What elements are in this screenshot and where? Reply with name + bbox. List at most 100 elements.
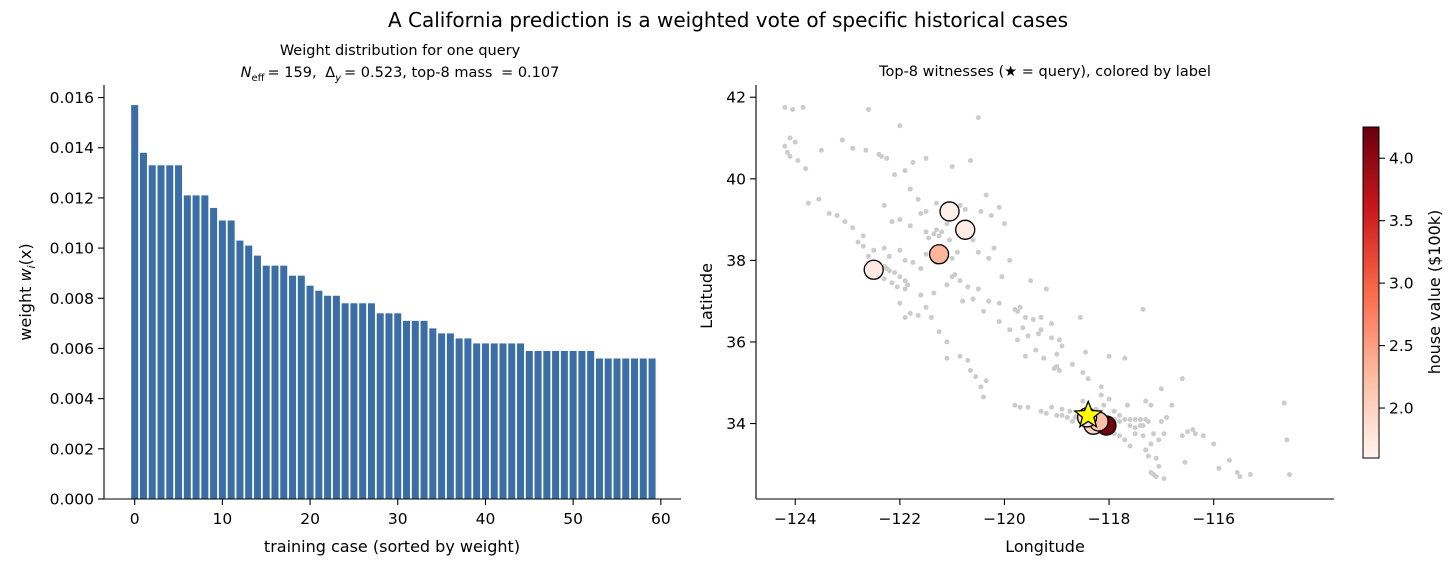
background-point	[1049, 335, 1055, 341]
bar-38	[464, 338, 472, 499]
bar-23	[332, 295, 340, 499]
background-point	[1038, 327, 1044, 333]
background-point	[978, 208, 984, 214]
bar-45	[525, 350, 533, 499]
bar-22	[324, 295, 332, 499]
background-point	[1284, 437, 1290, 443]
bar-6	[183, 195, 191, 499]
bar-40	[481, 343, 489, 499]
bar-27	[367, 303, 375, 499]
colorbar-ticks: 2.0 2.5 3.0 3.5 4.0	[1379, 150, 1414, 418]
bar-17	[280, 265, 288, 499]
bar-ytick-label: 0.016	[50, 89, 94, 107]
bar-54	[604, 358, 612, 499]
map-ytick-label: 36	[726, 333, 746, 351]
background-point	[1132, 425, 1138, 431]
colorbar: 2.0 2.5 3.0 3.5 4.0 house value ($100k)	[1362, 126, 1444, 459]
background-point	[981, 394, 987, 400]
background-point	[834, 213, 840, 219]
background-point	[860, 233, 866, 239]
background-point	[1001, 221, 1007, 227]
background-point	[902, 257, 908, 263]
background-point	[965, 357, 971, 363]
background-point	[787, 135, 793, 141]
bar-9	[210, 207, 218, 500]
bar-41	[490, 343, 498, 499]
background-point	[1117, 412, 1123, 418]
bar-10	[218, 220, 226, 499]
bar-47	[543, 350, 551, 499]
map-ytick-label: 34	[726, 415, 746, 433]
bar-xtick-label: 0	[130, 510, 140, 528]
map-scatter-panel: Top-8 witnesses (★ = query), colored by …	[697, 64, 1334, 556]
background-point	[795, 157, 801, 163]
background-point	[881, 202, 887, 208]
background-point	[918, 210, 924, 216]
background-point	[1020, 325, 1026, 331]
background-point	[1059, 343, 1065, 349]
background-point	[983, 192, 989, 198]
bar-28	[376, 313, 384, 499]
background-point	[957, 202, 963, 208]
background-point	[999, 274, 1005, 280]
background-point	[1281, 400, 1287, 406]
background-point	[800, 104, 806, 110]
bar-21	[315, 290, 323, 499]
background-point	[1237, 474, 1243, 480]
bar-xtick-label: 10	[213, 510, 233, 528]
background-point	[1117, 419, 1123, 425]
background-point	[918, 266, 924, 272]
map-chart-title: Top-8 witnesses (★ = query), colored by …	[878, 64, 1211, 80]
bar-chart-title: Weight distribution for one query	[280, 43, 521, 59]
witness-point-3	[863, 259, 884, 280]
background-point	[933, 227, 939, 233]
background-point	[1117, 433, 1123, 439]
bar-30	[394, 313, 402, 499]
background-point	[1038, 408, 1044, 414]
bar-ytick-label: 0.010	[50, 240, 94, 258]
background-point	[1049, 321, 1055, 327]
query-star-shape	[1073, 399, 1104, 429]
background-point	[1059, 406, 1065, 412]
background-point	[1127, 423, 1133, 429]
background-point	[907, 223, 913, 229]
bar-42	[499, 343, 507, 499]
background-point	[1025, 333, 1031, 339]
background-point	[871, 247, 877, 253]
background-point	[933, 200, 939, 206]
background-point	[902, 278, 908, 284]
background-point	[1247, 472, 1253, 478]
bar-53	[595, 358, 603, 499]
background-point	[949, 255, 955, 261]
bar-ytick-label: 0.000	[50, 491, 94, 509]
background-point	[970, 237, 976, 243]
background-point	[926, 235, 932, 241]
background-point	[981, 308, 987, 314]
bar-15	[262, 265, 270, 499]
background-point	[944, 339, 950, 345]
bar-ytick-label: 0.014	[50, 139, 94, 157]
background-point	[787, 153, 793, 159]
background-point	[1190, 427, 1196, 433]
background-point	[1012, 402, 1018, 408]
background-point	[1043, 410, 1049, 416]
bar-49	[560, 350, 568, 499]
background-point	[1049, 404, 1055, 410]
background-point	[1158, 419, 1164, 425]
background-point	[902, 286, 908, 292]
background-point	[1169, 402, 1175, 408]
bar-14	[253, 255, 261, 499]
mass-value: = 0.107	[501, 65, 559, 81]
background-point	[1035, 331, 1041, 337]
background-point	[1148, 441, 1154, 447]
background-point	[1145, 419, 1151, 425]
bar-xtick-label: 30	[388, 510, 408, 528]
background-point	[1156, 463, 1162, 469]
background-point	[879, 153, 885, 159]
background-point	[1158, 386, 1164, 392]
background-point	[1033, 347, 1039, 353]
background-point	[816, 196, 822, 202]
neff-value: = 159,	[268, 65, 317, 81]
background-point	[1106, 396, 1112, 402]
